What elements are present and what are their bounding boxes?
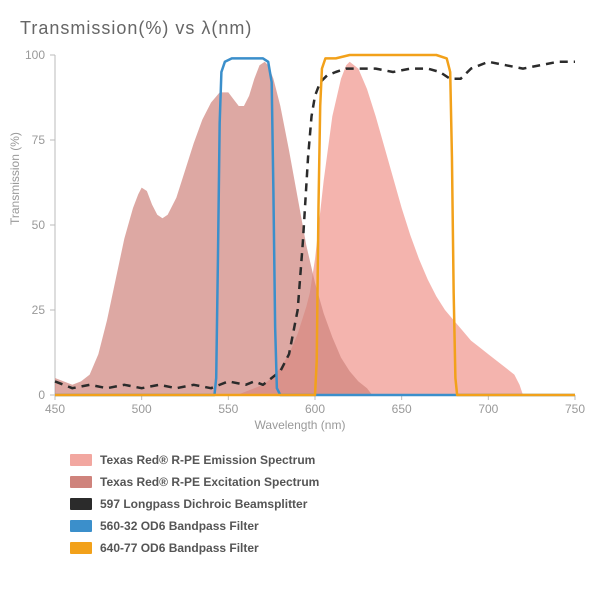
- svg-text:500: 500: [132, 402, 152, 416]
- legend: Texas Red® R-PE Emission SpectrumTexas R…: [70, 450, 319, 560]
- svg-text:50: 50: [32, 218, 46, 232]
- chart-container: Transmission(%) vs λ(nm) Transmission (%…: [0, 0, 600, 600]
- svg-text:700: 700: [478, 402, 498, 416]
- svg-text:0: 0: [38, 388, 45, 402]
- legend-item: Texas Red® R-PE Excitation Spectrum: [70, 472, 319, 492]
- svg-text:75: 75: [32, 133, 46, 147]
- legend-swatch: [70, 520, 92, 532]
- legend-swatch: [70, 542, 92, 554]
- plot-area: 4505005506006507007500255075100: [55, 55, 575, 395]
- y-axis-label: Transmission (%): [8, 132, 22, 225]
- svg-text:600: 600: [305, 402, 325, 416]
- legend-label: Texas Red® R-PE Emission Spectrum: [100, 450, 315, 470]
- legend-item: Texas Red® R-PE Emission Spectrum: [70, 450, 319, 470]
- x-axis-label: Wavelength (nm): [0, 418, 600, 432]
- legend-item: 640-77 OD6 Bandpass Filter: [70, 538, 319, 558]
- svg-text:550: 550: [218, 402, 238, 416]
- chart-title: Transmission(%) vs λ(nm): [20, 18, 252, 39]
- legend-label: Texas Red® R-PE Excitation Spectrum: [100, 472, 319, 492]
- legend-label: 597 Longpass Dichroic Beamsplitter: [100, 494, 307, 514]
- legend-swatch: [70, 476, 92, 488]
- legend-item: 560-32 OD6 Bandpass Filter: [70, 516, 319, 536]
- legend-label: 560-32 OD6 Bandpass Filter: [100, 516, 259, 536]
- legend-swatch: [70, 498, 92, 510]
- svg-text:650: 650: [392, 402, 412, 416]
- svg-text:25: 25: [32, 303, 46, 317]
- svg-text:750: 750: [565, 402, 585, 416]
- legend-swatch: [70, 454, 92, 466]
- svg-text:450: 450: [45, 402, 65, 416]
- svg-text:100: 100: [25, 48, 45, 62]
- legend-label: 640-77 OD6 Bandpass Filter: [100, 538, 259, 558]
- legend-item: 597 Longpass Dichroic Beamsplitter: [70, 494, 319, 514]
